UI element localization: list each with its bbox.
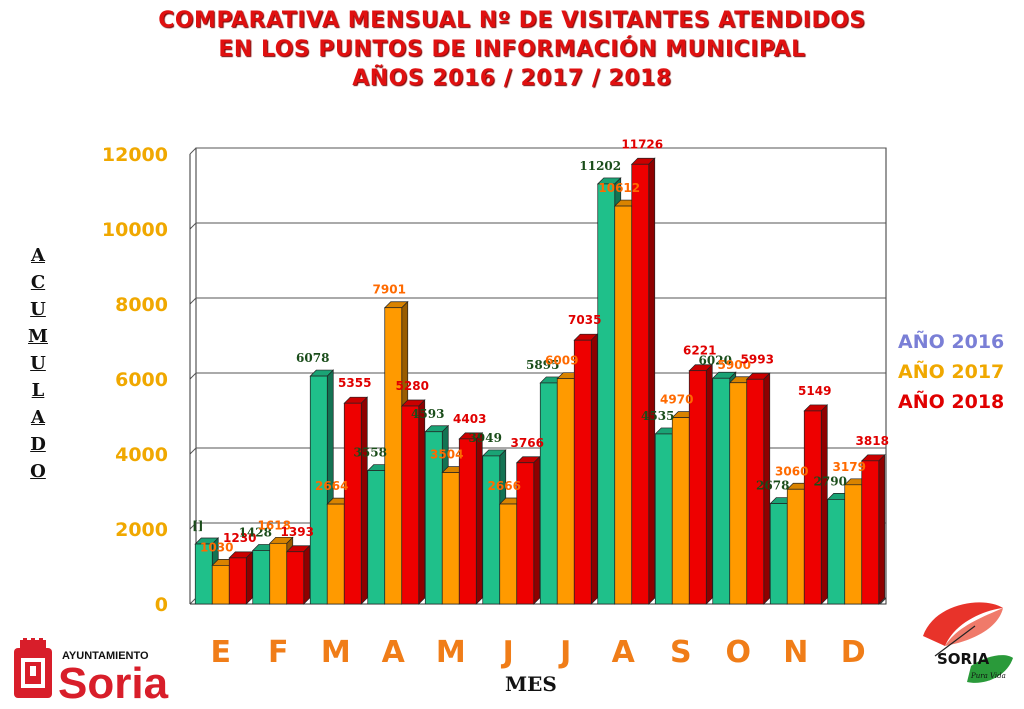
y-tick-label: 2000 xyxy=(115,519,168,541)
legend: AÑO 2016 AÑO 2017 AÑO 2018 xyxy=(898,327,1004,417)
x-tick-label: E xyxy=(211,635,232,670)
x-axis-label: MES xyxy=(505,672,557,696)
coat-of-arms-icon xyxy=(14,638,52,698)
title-line-3: AÑOS 2016 / 2017 / 2018 xyxy=(352,66,672,91)
data-label: 3504 xyxy=(430,448,463,462)
data-label: 6020 xyxy=(699,353,732,367)
data-label: 1230 xyxy=(223,531,256,545)
data-label: 10612 xyxy=(598,181,640,195)
data-label: [] xyxy=(192,519,203,533)
floor-edge xyxy=(879,597,887,605)
data-label: 2664 xyxy=(315,479,348,493)
soria-pura-vida-logo: SORIA Pura Vida xyxy=(923,602,1013,683)
data-label: 4403 xyxy=(453,412,486,426)
bar-año-2018-A xyxy=(630,157,656,605)
data-label: 1428 xyxy=(239,525,272,539)
data-label: 11202 xyxy=(579,159,621,173)
bar-año-2018-S xyxy=(688,363,714,605)
logo-tagline-text: Pura Vida xyxy=(970,672,1006,680)
x-tick-label: N xyxy=(783,635,808,670)
data-label: 3179 xyxy=(833,460,866,474)
bar-año-2018-M xyxy=(343,396,369,605)
x-tick-label: J xyxy=(558,635,571,670)
bar-año-2018-J xyxy=(515,455,541,605)
title-line-2: EN LOS PUNTOS DE INFORMACIÓN MUNICIPAL xyxy=(218,37,806,62)
y-tick-label: 6000 xyxy=(115,369,168,391)
gridline-side xyxy=(189,297,197,305)
data-label: 3766 xyxy=(511,436,544,450)
data-label: 2666 xyxy=(488,479,521,493)
bar-año-2018-F xyxy=(285,544,311,605)
gridline-side xyxy=(189,447,197,455)
gridline-side xyxy=(189,372,197,380)
data-label: 2678 xyxy=(756,479,789,493)
y-tick-label: 4000 xyxy=(115,444,168,466)
bar-año-2018-A xyxy=(400,399,426,605)
data-label: 5900 xyxy=(718,358,751,372)
data-label: 3558 xyxy=(354,446,387,460)
data-label: 2790 xyxy=(814,474,847,488)
data-label: 4970 xyxy=(660,393,693,407)
chart-title: COMPARATIVA MENSUAL Nº DE VISITANTES ATE… xyxy=(0,6,1024,93)
data-label: 1618 xyxy=(258,518,291,532)
data-label: 7035 xyxy=(568,313,601,327)
bar-año-2018-D xyxy=(860,453,886,605)
bar-año-2018-E xyxy=(228,551,254,605)
legend-item-2016: AÑO 2016 xyxy=(898,331,1005,353)
data-label: 3060 xyxy=(775,464,808,478)
legend-item-2018: AÑO 2018 xyxy=(898,391,1005,413)
data-label: 3949 xyxy=(469,431,502,445)
data-label: 3818 xyxy=(856,434,889,448)
data-label: 5280 xyxy=(396,379,429,393)
y-tick-label: 0 xyxy=(155,594,168,616)
data-label: 6221 xyxy=(683,344,716,358)
x-tick-label: A xyxy=(382,635,406,670)
bar-año-2018-J xyxy=(573,333,599,605)
gridline-side xyxy=(189,147,197,155)
data-label: 4535 xyxy=(641,409,674,423)
bar-año-2018-N xyxy=(803,404,829,605)
x-tick-label: F xyxy=(268,635,289,670)
logo-name-text: Soria xyxy=(58,659,169,702)
logo-soria-text: SORIA xyxy=(937,650,990,668)
y-tick-label: 12000 xyxy=(102,144,168,166)
data-label: 5149 xyxy=(798,384,831,398)
x-tick-label: M xyxy=(436,635,466,670)
bar-año-2018-O xyxy=(745,372,771,605)
data-label: 4593 xyxy=(411,407,444,421)
x-tick-label: J xyxy=(501,635,514,670)
x-tick-label: M xyxy=(321,635,351,670)
y-tick-label: 8000 xyxy=(115,294,168,316)
y-tick-label: 10000 xyxy=(102,219,168,241)
data-label: 1393 xyxy=(281,525,314,539)
logo-org-text: AYUNTAMIENTO xyxy=(62,650,149,662)
data-label: 6009 xyxy=(545,354,578,368)
gridline-side xyxy=(189,522,197,530)
x-tick-label: O xyxy=(725,635,751,670)
data-label: 6078 xyxy=(296,351,329,365)
x-tick-label: S xyxy=(670,635,692,670)
ayuntamiento-soria-logo: AYUNTAMIENTO Soria xyxy=(14,638,169,702)
gridline-side xyxy=(189,222,197,230)
data-label: 11726 xyxy=(621,137,663,151)
bar-año-2018-M xyxy=(458,432,484,605)
data-label: 1030 xyxy=(200,540,233,554)
x-tick-label: A xyxy=(612,635,636,670)
data-label: 5895 xyxy=(526,358,559,372)
data-label: 7901 xyxy=(373,283,406,297)
data-label: 5993 xyxy=(741,352,774,366)
x-tick-label: D xyxy=(841,635,866,670)
legend-item-2017: AÑO 2017 xyxy=(898,361,1005,383)
title-line-1: COMPARATIVA MENSUAL Nº DE VISITANTES ATE… xyxy=(158,8,866,33)
data-label: 5355 xyxy=(338,376,371,390)
